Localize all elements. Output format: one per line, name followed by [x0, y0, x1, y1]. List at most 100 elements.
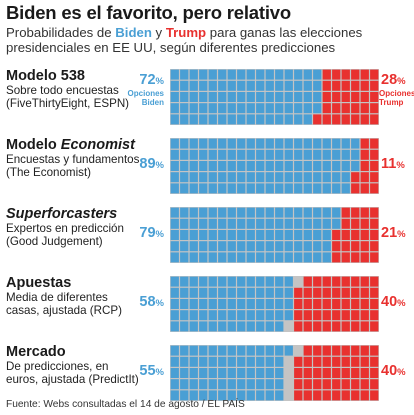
waffle-cell-biden [246, 218, 255, 229]
waffle-chart-4 [170, 345, 379, 401]
biden-percent-value: 89 [139, 156, 156, 172]
waffle-cell-biden [237, 345, 246, 356]
waffle-cell-trump [351, 321, 360, 332]
waffle-cell-biden [189, 356, 198, 367]
waffle-cell-biden [189, 172, 198, 183]
waffle-cell-biden [208, 161, 217, 171]
waffle-cell-biden [218, 161, 227, 171]
waffle-cell-biden [332, 172, 341, 183]
waffle-cell-biden [189, 379, 198, 390]
waffle-cell-biden [237, 379, 246, 390]
waffle-cell-biden [227, 252, 236, 263]
waffle-cell-biden [218, 149, 227, 160]
waffle-cell-biden [180, 103, 189, 114]
waffle-cell-biden [284, 114, 293, 125]
waffle-cell-trump [341, 241, 350, 252]
waffle-cell-trump [351, 69, 360, 80]
waffle-cell-biden [284, 299, 293, 309]
waffle-cell-undecided [284, 390, 293, 401]
waffle-cell-biden [275, 80, 284, 91]
waffle-cell-trump [303, 368, 312, 378]
waffle-cell-trump [370, 183, 379, 194]
waffle-cell-biden [303, 103, 312, 114]
waffle-cell-trump [370, 379, 379, 390]
waffle-cell-biden [199, 299, 208, 309]
waffle-cell-trump [322, 390, 331, 401]
waffle-cell-biden [170, 114, 179, 125]
row-description: Expertos en predicción [6, 222, 124, 235]
waffle-cell-biden [189, 241, 198, 252]
waffle-cell-biden [256, 183, 265, 194]
waffle-cell-biden [294, 218, 303, 229]
waffle-cell-biden [265, 241, 274, 252]
waffle-cell-biden [237, 276, 246, 287]
waffle-cell-trump [332, 321, 341, 332]
waffle-cell-biden [218, 252, 227, 263]
waffle-cell-biden [284, 252, 293, 263]
waffle-cell-trump [332, 276, 341, 287]
waffle-cell-trump [351, 92, 360, 102]
waffle-cell-trump [313, 379, 322, 390]
waffle-cell-biden [208, 218, 217, 229]
waffle-cell-biden [180, 114, 189, 125]
waffle-cell-biden [303, 149, 312, 160]
waffle-cell-trump [370, 241, 379, 252]
waffle-cell-undecided [294, 345, 303, 356]
waffle-cell-biden [256, 230, 265, 240]
waffle-cell-biden [218, 114, 227, 125]
waffle-cell-biden [199, 103, 208, 114]
waffle-cell-biden [294, 149, 303, 160]
waffle-cell-trump [370, 138, 379, 149]
waffle-cell-biden [284, 310, 293, 321]
waffle-cell-trump [332, 345, 341, 356]
biden-percent: 89% [124, 157, 164, 173]
waffle-cell-biden [208, 345, 217, 356]
waffle-cell-biden [265, 161, 274, 171]
waffle-cell-biden [303, 207, 312, 218]
waffle-cell-biden [218, 299, 227, 309]
row-description: (The Economist) [6, 166, 92, 179]
waffle-cell-biden [256, 356, 265, 367]
waffle-cell-biden [256, 287, 265, 298]
waffle-cell-biden [199, 183, 208, 194]
waffle-cell-biden [303, 80, 312, 91]
waffle-cell-trump [351, 390, 360, 401]
waffle-cell-biden [199, 161, 208, 171]
waffle-cell-trump [341, 287, 350, 298]
waffle-cell-biden [313, 241, 322, 252]
waffle-cell-biden [180, 276, 189, 287]
waffle-cell-biden [246, 390, 255, 401]
waffle-cell-trump [370, 356, 379, 367]
waffle-cell-biden [332, 149, 341, 160]
waffle-cell-biden [246, 276, 255, 287]
waffle-cell-biden [265, 321, 274, 332]
waffle-cell-biden [265, 390, 274, 401]
waffle-cell-biden [313, 138, 322, 149]
waffle-cell-trump [370, 80, 379, 91]
waffle-cell-biden [275, 368, 284, 378]
waffle-cell-biden [284, 183, 293, 194]
waffle-cell-biden [208, 310, 217, 321]
waffle-cell-biden [265, 379, 274, 390]
waffle-cell-biden [313, 218, 322, 229]
waffle-cell-biden [180, 149, 189, 160]
waffle-cell-biden [294, 92, 303, 102]
percent-sign: % [396, 160, 405, 171]
waffle-cell-biden [256, 276, 265, 287]
percent-sign: % [155, 298, 164, 309]
waffle-cell-trump [341, 114, 350, 125]
waffle-cell-biden [189, 390, 198, 401]
waffle-cell-biden [218, 276, 227, 287]
waffle-cell-biden [294, 80, 303, 91]
waffle-cell-biden [208, 207, 217, 218]
waffle-cell-biden [237, 230, 246, 240]
waffle-cell-biden [341, 149, 350, 160]
waffle-cell-biden [199, 138, 208, 149]
waffle-cell-trump [341, 276, 350, 287]
waffle-cell-biden [275, 345, 284, 356]
waffle-cell-trump [322, 276, 331, 287]
waffle-cell-biden [275, 138, 284, 149]
row-description: Encuestas y fundamentos [6, 153, 140, 166]
waffle-cell-biden [199, 230, 208, 240]
waffle-cell-biden [246, 80, 255, 91]
